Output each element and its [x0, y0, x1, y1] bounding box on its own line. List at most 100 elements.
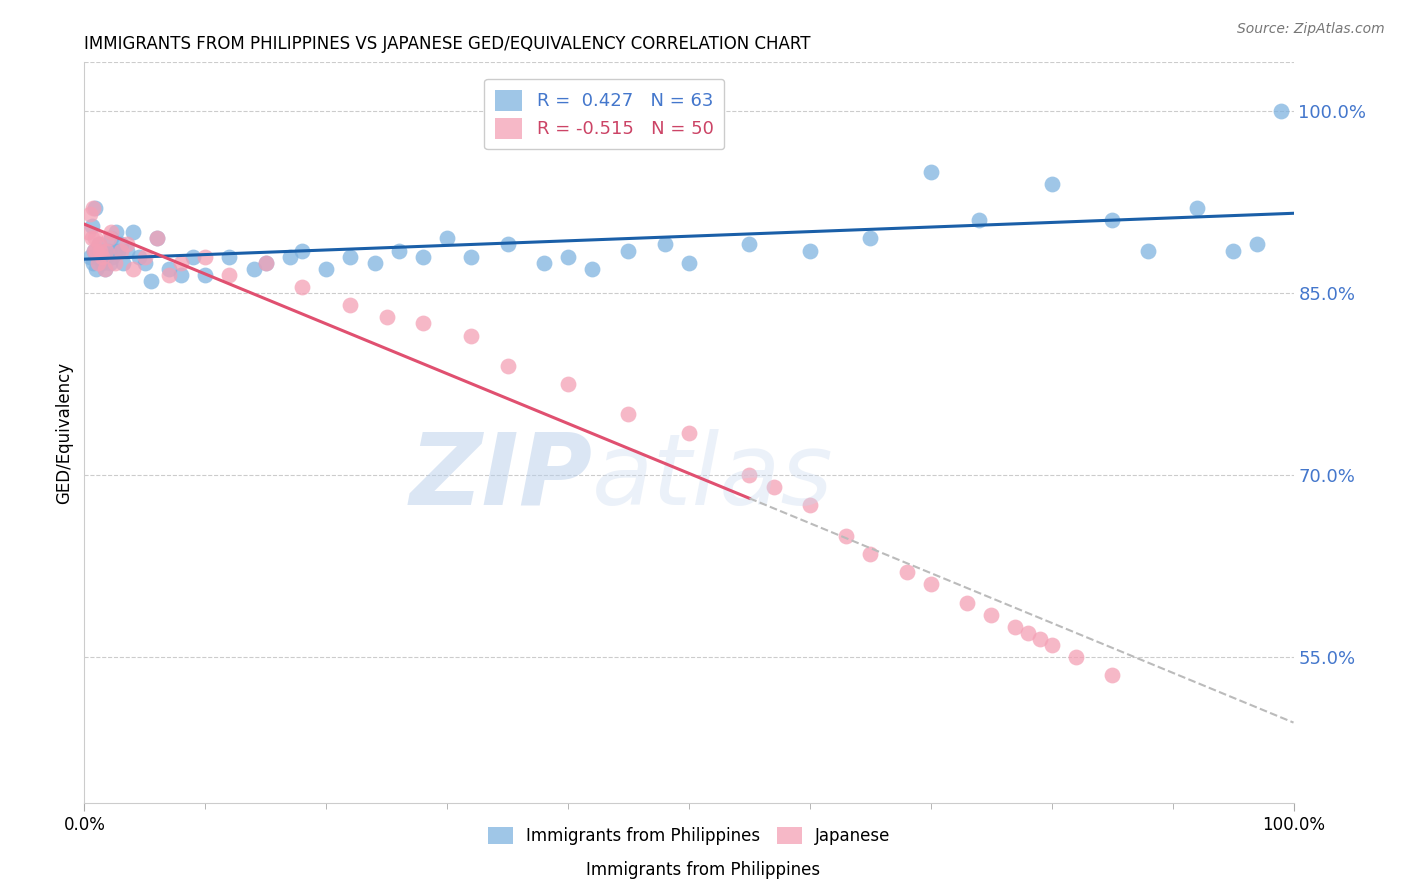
Point — [110, 244, 132, 258]
Point — [278, 250, 301, 264]
Point — [1040, 177, 1063, 191]
Point — [617, 244, 640, 258]
Point — [134, 250, 156, 264]
Point — [980, 607, 1002, 622]
Point — [242, 261, 264, 276]
Point — [194, 268, 217, 282]
Point — [1004, 620, 1026, 634]
Point — [98, 256, 121, 270]
Point — [94, 261, 117, 276]
Point — [254, 256, 277, 270]
Point — [388, 244, 411, 258]
Point — [1246, 237, 1268, 252]
Point — [87, 237, 110, 252]
Point — [100, 225, 122, 239]
Point — [146, 231, 169, 245]
Point — [79, 250, 101, 264]
Text: IMMIGRANTS FROM PHILIPPINES VS JAPANESE GED/EQUIVALENCY CORRELATION CHART: IMMIGRANTS FROM PHILIPPINES VS JAPANESE … — [84, 35, 811, 53]
Point — [799, 244, 821, 258]
Point — [678, 256, 700, 270]
Point — [194, 250, 217, 264]
Point — [100, 231, 122, 245]
Point — [91, 250, 114, 264]
Point — [115, 244, 138, 258]
Point — [1137, 244, 1160, 258]
Point — [139, 274, 162, 288]
Point — [1017, 626, 1039, 640]
Point — [218, 268, 240, 282]
Point — [920, 164, 942, 178]
Point — [436, 231, 458, 245]
Point — [112, 256, 135, 270]
Point — [1270, 103, 1292, 118]
Point — [128, 250, 150, 264]
Point — [678, 425, 700, 440]
Point — [799, 499, 821, 513]
Point — [121, 225, 143, 239]
Point — [617, 408, 640, 422]
Point — [82, 201, 104, 215]
Text: Immigrants from Philippines: Immigrants from Philippines — [586, 861, 820, 879]
Point — [496, 237, 519, 252]
Point — [835, 529, 858, 543]
Point — [1028, 632, 1050, 646]
Point — [93, 244, 115, 258]
Point — [157, 268, 180, 282]
Point — [533, 256, 555, 270]
Point — [97, 231, 120, 245]
Point — [1222, 244, 1244, 258]
Point — [97, 244, 120, 258]
Point — [181, 250, 204, 264]
Point — [94, 250, 117, 264]
Point — [896, 565, 918, 579]
Point — [412, 250, 434, 264]
Point — [496, 359, 519, 373]
Point — [104, 244, 127, 258]
Point — [412, 317, 434, 331]
Point — [1064, 650, 1087, 665]
Point — [87, 237, 110, 252]
Point — [1185, 201, 1208, 215]
Point — [86, 256, 108, 270]
Point — [94, 261, 117, 276]
Point — [218, 250, 240, 264]
Point — [80, 231, 103, 245]
Point — [460, 250, 482, 264]
Point — [315, 261, 337, 276]
Point — [104, 225, 127, 239]
Point — [134, 256, 156, 270]
Point — [157, 261, 180, 276]
Point — [121, 261, 143, 276]
Point — [1040, 638, 1063, 652]
Point — [86, 261, 108, 276]
Point — [84, 231, 107, 245]
Text: atlas: atlas — [592, 428, 834, 525]
Point — [557, 250, 579, 264]
Point — [170, 268, 193, 282]
Point — [83, 244, 105, 258]
Point — [79, 207, 101, 221]
Point — [83, 244, 105, 258]
Text: ZIP: ZIP — [409, 428, 592, 525]
Point — [291, 244, 314, 258]
Point — [89, 250, 111, 264]
Point — [110, 237, 132, 252]
Point — [967, 213, 990, 227]
Point — [170, 256, 193, 270]
Point — [146, 231, 169, 245]
Point — [1101, 213, 1123, 227]
Point — [89, 244, 111, 258]
Point — [84, 201, 107, 215]
Point — [762, 480, 785, 494]
Point — [375, 310, 398, 325]
Point — [460, 328, 482, 343]
Point — [91, 256, 114, 270]
Point — [920, 577, 942, 591]
Point — [291, 280, 314, 294]
Text: Source: ZipAtlas.com: Source: ZipAtlas.com — [1237, 22, 1385, 37]
Legend: Immigrants from Philippines, Japanese: Immigrants from Philippines, Japanese — [479, 819, 898, 854]
Point — [859, 547, 882, 561]
Point — [339, 250, 361, 264]
Y-axis label: GED/Equivalency: GED/Equivalency — [55, 361, 73, 504]
Point — [77, 225, 100, 239]
